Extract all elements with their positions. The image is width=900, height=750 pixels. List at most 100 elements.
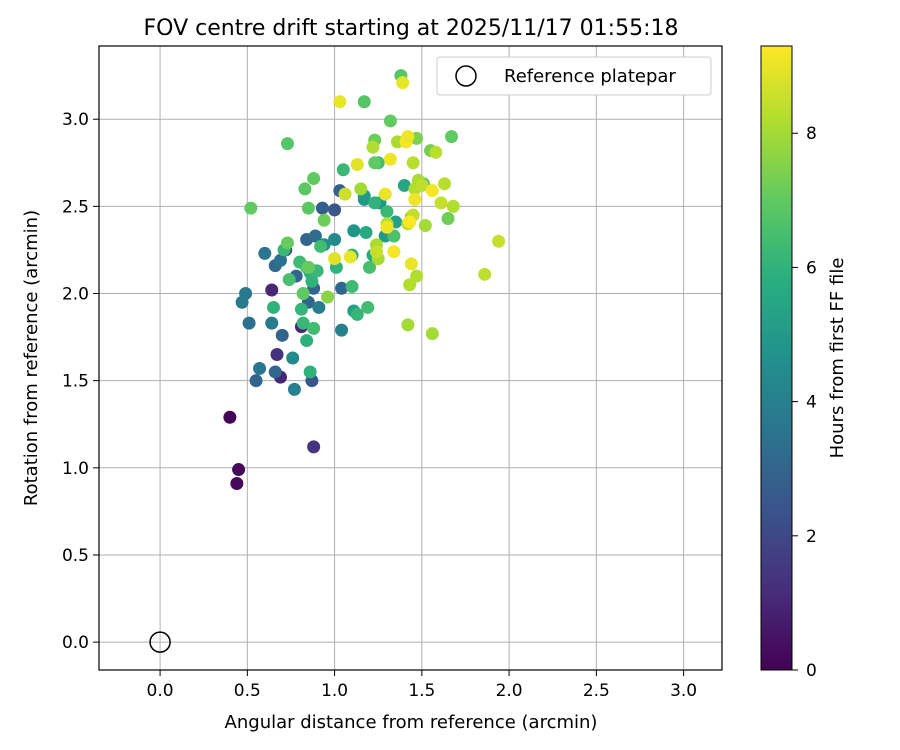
data-point	[408, 192, 422, 206]
x-axis-label: Angular distance from reference (arcmin)	[225, 712, 598, 733]
data-points	[223, 69, 506, 490]
data-point	[335, 323, 349, 337]
y-tick-label: 2.0	[62, 285, 89, 305]
data-point	[357, 192, 371, 206]
data-point	[357, 95, 371, 109]
data-point	[406, 156, 420, 170]
data-point	[315, 201, 329, 215]
data-point	[242, 316, 256, 330]
data-point	[354, 182, 368, 196]
data-point	[301, 260, 315, 274]
y-tick-label: 0.0	[62, 633, 89, 653]
data-point	[425, 327, 439, 341]
data-point	[300, 334, 314, 348]
y-tick-label: 3.0	[62, 110, 89, 130]
data-point	[223, 410, 237, 424]
colorbar-ticks: 0 2 4 6 8	[792, 124, 817, 681]
y-tick-label: 2.5	[62, 197, 89, 217]
legend-box	[436, 56, 712, 96]
data-point	[270, 348, 284, 362]
data-point	[301, 201, 315, 215]
data-point	[287, 382, 301, 396]
x-tick-label: 2.5	[583, 681, 610, 701]
data-point	[401, 130, 415, 144]
data-point	[369, 245, 383, 259]
data-point	[434, 196, 448, 210]
data-point	[403, 215, 417, 229]
y-axis-label: Rotation from reference (arcmin)	[21, 210, 42, 506]
data-point	[425, 184, 439, 198]
data-point	[336, 163, 350, 177]
data-point	[415, 178, 429, 192]
colorbar-tick-label: 8	[806, 124, 817, 144]
x-tick-label: 1.0	[321, 681, 348, 701]
data-point	[317, 213, 331, 227]
data-point	[338, 187, 352, 201]
data-point	[273, 253, 287, 267]
x-tick-label: 2.0	[496, 681, 523, 701]
data-point	[282, 273, 296, 287]
data-point	[343, 250, 357, 264]
data-point	[361, 300, 375, 314]
data-point	[404, 257, 418, 271]
colorbar-tick-label: 0	[806, 661, 817, 681]
y-axis: 0.0 0.5 1.0 1.5 2.0 2.5 3.0	[62, 110, 99, 653]
data-point	[387, 229, 401, 243]
data-point	[359, 226, 373, 240]
data-point	[383, 114, 397, 128]
x-tick-label: 3.0	[670, 681, 697, 701]
data-point	[403, 278, 417, 292]
data-point	[296, 287, 310, 301]
reference-marker-group	[149, 631, 171, 653]
x-tick-label: 0.5	[234, 681, 261, 701]
data-point	[268, 365, 282, 379]
colorbar: 0 2 4 6 8 Hours from first FF file	[760, 45, 848, 681]
data-point	[445, 130, 459, 144]
data-point	[232, 463, 246, 477]
x-tick-label: 0.0	[147, 681, 174, 701]
x-axis: 0.0 0.5 1.0 1.5 2.0 2.5 3.0	[147, 670, 697, 701]
colorbar-tick-label: 2	[806, 527, 817, 547]
data-point	[258, 246, 272, 260]
data-point	[383, 152, 397, 166]
data-point	[280, 236, 294, 250]
plot-area-frame	[98, 45, 723, 671]
data-point	[410, 269, 424, 283]
data-point	[296, 316, 310, 330]
data-point	[328, 252, 342, 266]
data-point	[350, 307, 364, 321]
data-point	[267, 300, 281, 314]
legend-reference-marker	[455, 65, 477, 87]
data-point	[253, 361, 267, 375]
data-point	[387, 245, 401, 259]
data-point	[380, 220, 394, 234]
data-point	[307, 171, 321, 185]
data-point	[275, 328, 289, 342]
reference-platepar-marker	[149, 631, 171, 653]
data-point	[347, 224, 361, 238]
data-point	[429, 145, 443, 159]
data-point	[312, 300, 326, 314]
data-point	[298, 182, 312, 196]
data-point	[378, 187, 392, 201]
y-tick-label: 0.5	[62, 546, 89, 566]
data-point	[230, 476, 244, 490]
data-point	[478, 267, 492, 281]
data-point	[438, 177, 452, 191]
data-point	[303, 365, 317, 379]
data-point	[362, 260, 376, 274]
data-point	[350, 158, 364, 172]
data-point	[307, 321, 321, 335]
data-point	[265, 316, 279, 330]
x-tick-label: 1.5	[408, 681, 435, 701]
data-point	[328, 232, 342, 246]
data-point	[446, 199, 460, 213]
data-point	[401, 318, 415, 332]
grid	[99, 46, 722, 670]
chart-title: FOV centre drift starting at 2025/11/17 …	[144, 16, 679, 41]
data-point	[305, 274, 319, 288]
data-point	[345, 280, 359, 294]
data-point	[308, 229, 322, 243]
colorbar-tick-label: 6	[806, 258, 817, 278]
